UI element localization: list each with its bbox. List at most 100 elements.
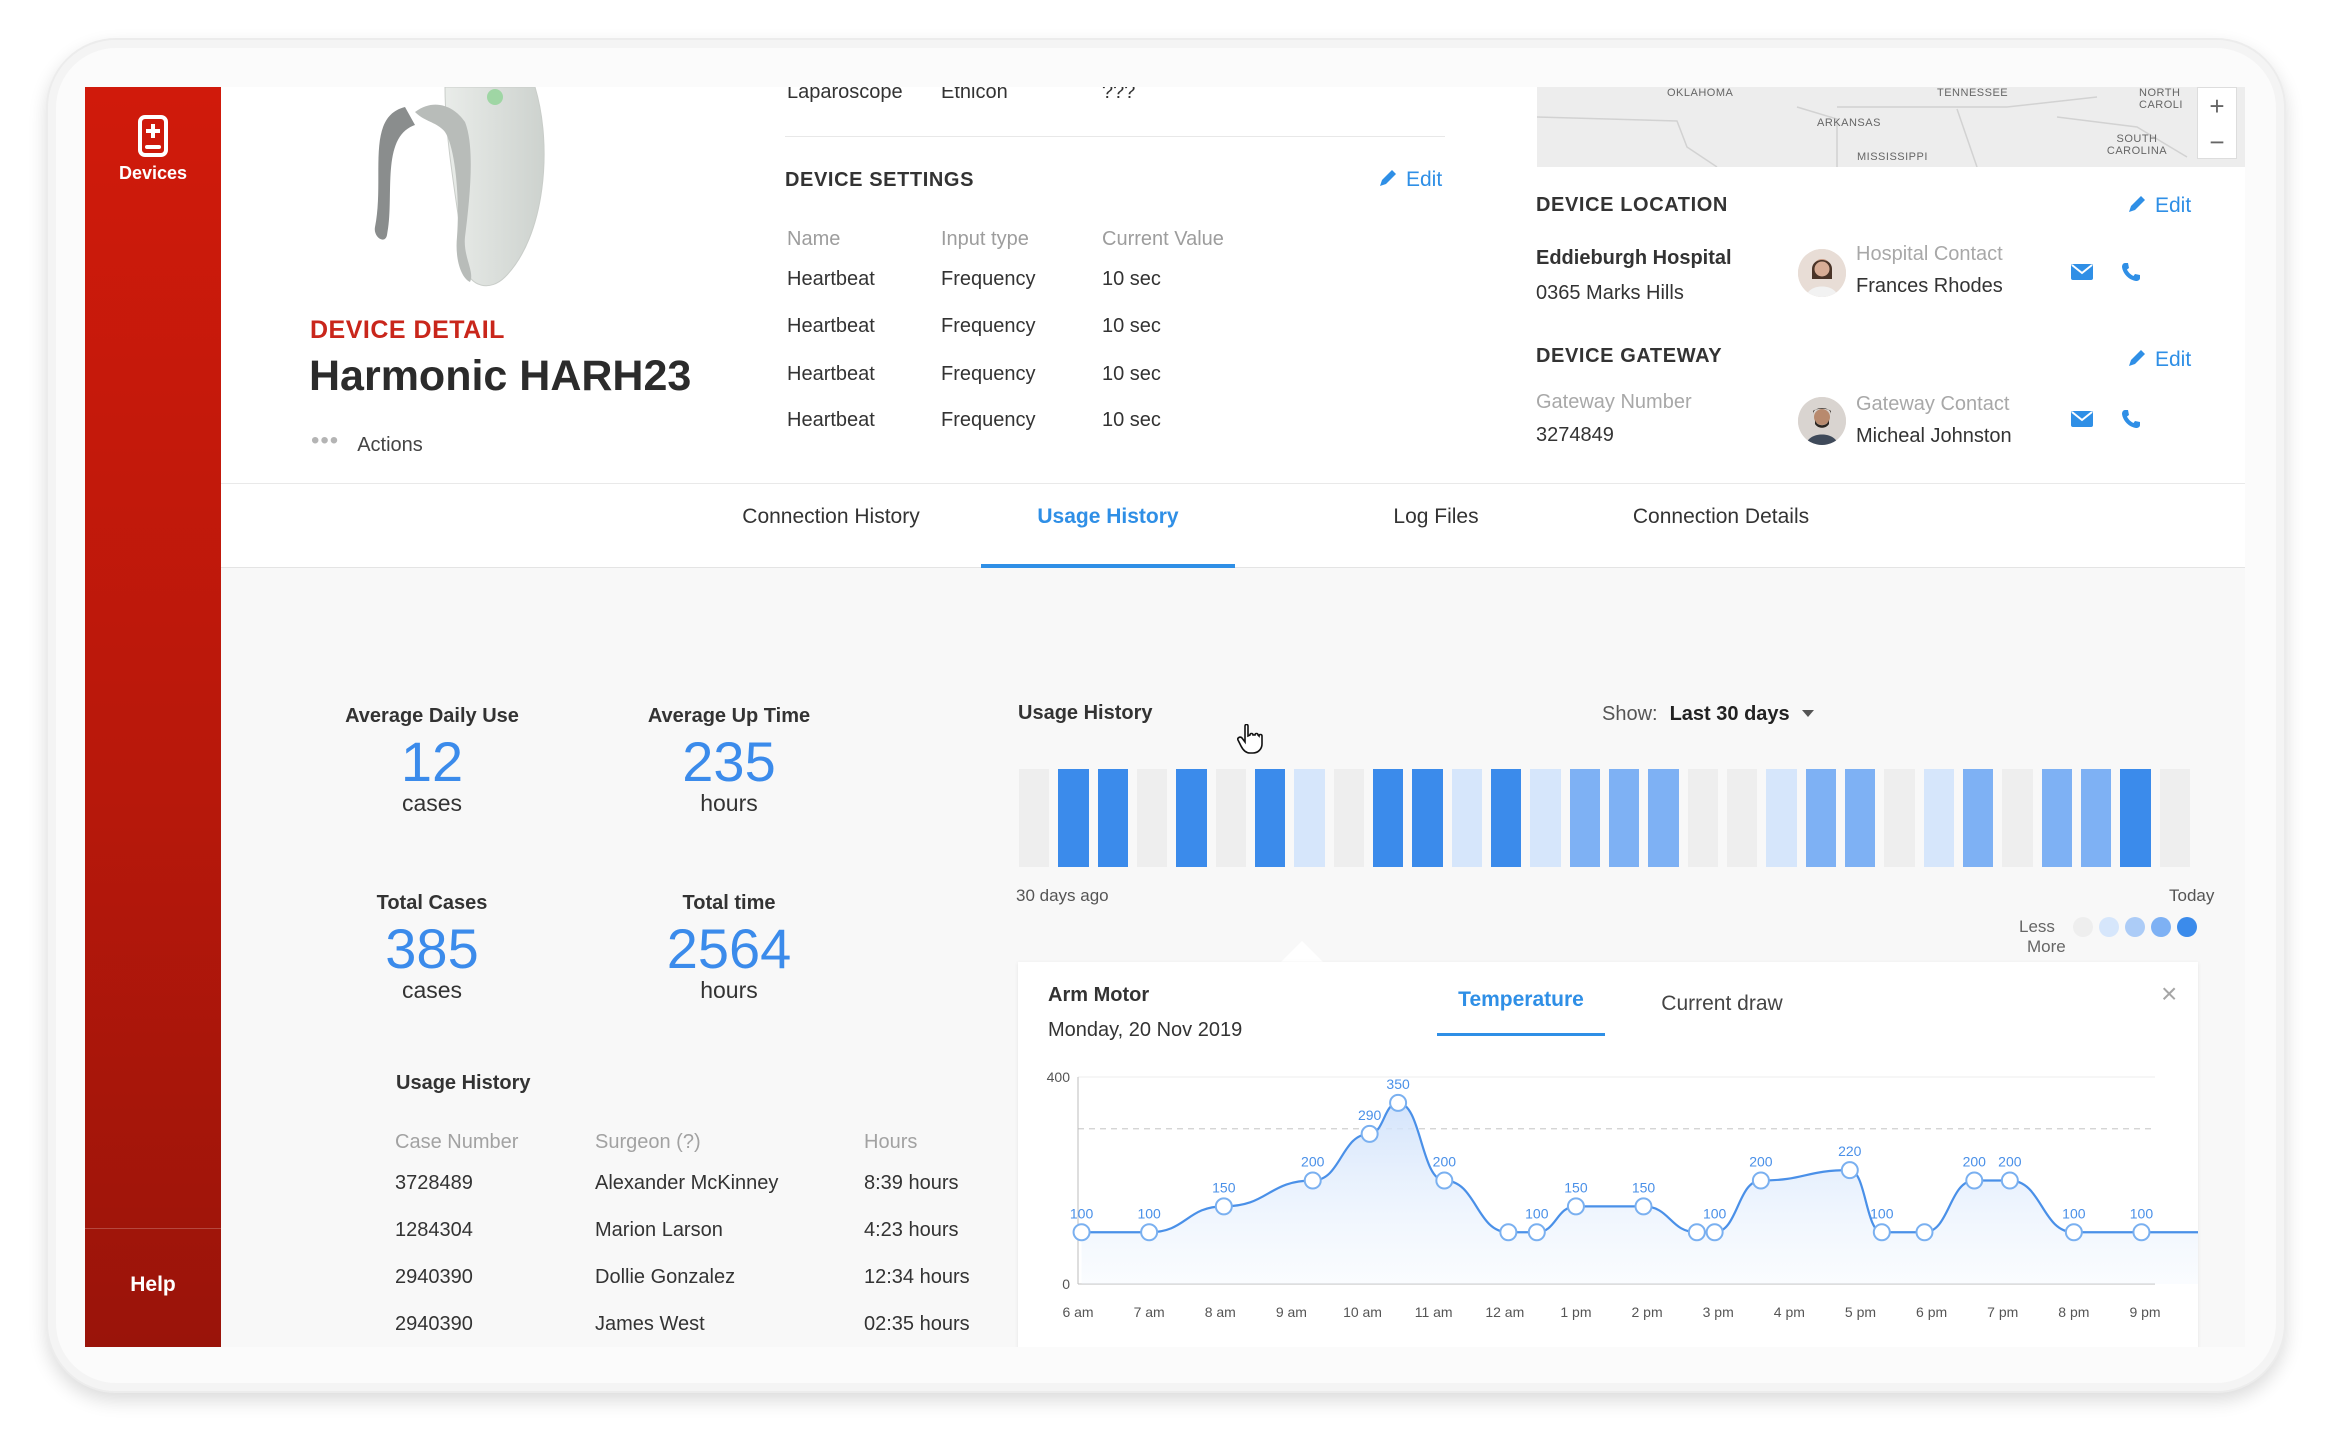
phone-icon[interactable]	[2121, 262, 2141, 282]
location-edit-label: Edit	[2155, 194, 2192, 217]
settings-cell: Heartbeat	[787, 268, 875, 290]
tab-temperature[interactable]: Temperature	[1437, 988, 1605, 1036]
stat-value: 12	[400, 730, 464, 793]
popover-date: Monday, 20 Nov 2019	[1048, 1019, 1243, 1041]
table-cell: 3728489	[395, 1172, 473, 1194]
location-edit-button[interactable]: Edit	[2127, 194, 2191, 218]
usage-day-bar[interactable]	[1530, 769, 1561, 867]
data-label: 150	[1564, 1179, 1588, 1195]
settings-cell: Heartbeat	[787, 409, 875, 431]
usage-day-bar[interactable]	[2041, 769, 2072, 867]
tab-current-draw[interactable]: Current draw	[1661, 992, 1783, 1015]
usage-col-hours: Hours	[864, 1131, 918, 1153]
x-tick-label: 1 pm	[1560, 1304, 1591, 1320]
device-gateway-heading: DEVICE GATEWAY	[1536, 345, 1723, 367]
data-label: 100	[2062, 1205, 2086, 1221]
usage-day-bar[interactable]	[2081, 769, 2112, 867]
location-map[interactable]: OKLAHOMA TENNESSEE ARKANSAS NORTH CAROLI…	[1537, 87, 2245, 167]
usage-day-bar[interactable]	[2002, 769, 2033, 867]
table-cell: 12:34 hours	[864, 1266, 970, 1288]
device-detail-kicker: DEVICE DETAIL	[310, 316, 505, 344]
data-point	[1527, 1223, 1546, 1242]
zoom-out-button[interactable]: −	[2209, 127, 2225, 157]
data-point	[1435, 1171, 1454, 1190]
close-icon[interactable]: ×	[2161, 978, 2178, 1009]
data-label: 100	[1525, 1205, 1549, 1221]
data-point	[1915, 1223, 1934, 1242]
data-point	[1214, 1197, 1233, 1216]
tab-log-files[interactable]: Log Files	[1393, 505, 1479, 528]
usage-day-bar[interactable]	[1491, 769, 1522, 867]
x-tick-label: 6 am	[1062, 1304, 1093, 1320]
settings-edit-label: Edit	[1406, 168, 1443, 191]
data-point	[1634, 1197, 1653, 1216]
data-point	[2132, 1223, 2151, 1242]
gateway-number-label: Gateway Number	[1536, 391, 1692, 413]
usage-day-bar[interactable]	[1019, 769, 1050, 867]
gateway-contact-name: Micheal Johnston	[1856, 425, 2012, 447]
usage-day-bar[interactable]	[1294, 769, 1325, 867]
settings-col-input: Input type	[941, 228, 1029, 250]
usage-day-bar[interactable]	[1097, 769, 1128, 867]
data-label: 350	[1386, 1076, 1410, 1092]
usage-day-bar[interactable]	[1255, 769, 1286, 867]
usage-day-bar[interactable]	[1412, 769, 1443, 867]
usage-day-bar[interactable]	[1687, 769, 1718, 867]
legend-dot	[2124, 917, 2145, 937]
more-dots-icon: •••	[311, 427, 340, 454]
usage-day-bar[interactable]	[1923, 769, 1954, 867]
data-point	[1840, 1161, 1859, 1180]
header-divider	[221, 483, 2245, 484]
settings-cell: 10 sec	[1102, 315, 1161, 337]
settings-edit-button[interactable]: Edit	[1378, 168, 1442, 192]
email-icon[interactable]	[2071, 264, 2093, 280]
data-point	[1072, 1223, 1091, 1242]
tab-connection-details[interactable]: Connection Details	[1632, 505, 1810, 528]
zoom-in-button[interactable]: +	[2209, 91, 2225, 121]
stat-value: 385	[385, 917, 479, 980]
email-icon[interactable]	[2071, 411, 2093, 427]
gateway-edit-button[interactable]: Edit	[2127, 348, 2191, 372]
sidebar-item-devices[interactable]: Devices	[85, 115, 221, 184]
x-tick-label: 8 am	[1205, 1304, 1236, 1320]
tab-connection-history[interactable]: Connection History	[742, 505, 920, 528]
actions-menu[interactable]: ••• Actions	[311, 427, 423, 458]
usage-day-bar[interactable]	[2159, 769, 2190, 867]
sidebar-help-link[interactable]: Help	[130, 1273, 176, 1296]
settings-cut-row-name: Laparoscope	[787, 87, 903, 103]
usage-day-bar[interactable]	[1058, 769, 1089, 867]
usage-day-bar[interactable]	[1648, 769, 1679, 867]
table-cell: 2940390	[395, 1313, 473, 1335]
usage-day-bar[interactable]	[1884, 769, 1915, 867]
app-screen: Devices Help DEVICE DETAIL Harmonic HARH…	[85, 87, 2245, 1347]
tab-usage-history[interactable]: Usage History	[981, 484, 1235, 568]
usage-day-bar[interactable]	[1176, 769, 1207, 867]
usage-day-bar[interactable]	[1766, 769, 1797, 867]
usage-day-bar[interactable]	[1609, 769, 1640, 867]
data-point	[1389, 1093, 1408, 1112]
usage-day-bar[interactable]	[1451, 769, 1482, 867]
phone-icon[interactable]	[2121, 409, 2141, 429]
usage-day-bar[interactable]	[2120, 769, 2151, 867]
usage-col-surgeon: Surgeon (?)	[595, 1131, 701, 1153]
table-cell: 02:35 hours	[864, 1313, 970, 1335]
sidebar-devices-label: Devices	[118, 163, 188, 183]
data-point	[1965, 1171, 1984, 1190]
settings-cut-row-type: Ethicon	[941, 87, 1008, 103]
usage-day-bar[interactable]	[1569, 769, 1600, 867]
usage-day-bar[interactable]	[1845, 769, 1876, 867]
device-title: Harmonic HARH23	[309, 352, 692, 400]
map-label-tennessee: TENNESSEE	[1937, 87, 2009, 99]
usage-day-bar[interactable]	[1963, 769, 1994, 867]
usage-day-bar[interactable]	[1373, 769, 1404, 867]
settings-cell: 10 sec	[1102, 268, 1161, 290]
usage-day-bar[interactable]	[1805, 769, 1836, 867]
usage-day-bar[interactable]	[1215, 769, 1246, 867]
x-tick-label: 6 pm	[1916, 1304, 1947, 1320]
stat-label: Average Up Time	[647, 705, 811, 727]
usage-day-bar[interactable]	[1727, 769, 1758, 867]
usage-day-bar[interactable]	[1333, 769, 1364, 867]
range-select[interactable]: Show: Last 30 days	[1602, 703, 1814, 726]
usage-day-bar[interactable]	[1137, 769, 1168, 867]
gateway-contact-label: Gateway Contact	[1856, 393, 2010, 415]
